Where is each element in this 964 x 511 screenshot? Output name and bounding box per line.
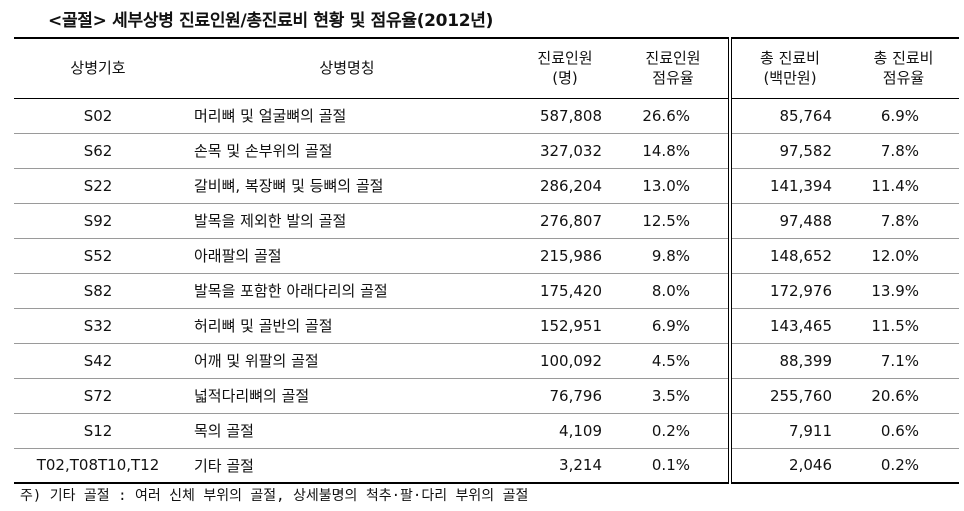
footnote: 주) 기타 골절 : 여러 신체 부위의 골절, 상세불명의 척추·팔·다리 부… xyxy=(20,488,529,504)
patients-share-cell: 14.8% xyxy=(642,141,690,160)
patients-share-cell: 0.1% xyxy=(651,456,690,475)
cost-share-cell: 0.6% xyxy=(880,421,919,440)
cost-cell: 148,652 xyxy=(728,238,848,273)
cost-share-cell: 11.4% xyxy=(871,176,919,195)
disease-name-cell: 목의 골절 xyxy=(194,422,254,440)
disease-name-cell: 허리뼈 및 골반의 골절 xyxy=(194,317,333,335)
patients-share-cell: 0.2% xyxy=(651,421,690,440)
table-row: S32 허리뼈 및 골반의 골절 152,951 6.9% 143,465 11… xyxy=(14,308,959,343)
header-code: 상병기호 xyxy=(14,37,182,99)
patients-share-cell: 4.5% xyxy=(651,351,690,370)
cost-share-cell: 6.9% xyxy=(880,106,919,125)
disease-code-cell: T02,T08T10,T12 xyxy=(36,456,160,475)
disease-code-cell: S42 xyxy=(83,351,113,370)
patients-cell: 3,214 xyxy=(559,456,602,475)
cost-share-cell: 0.2% xyxy=(880,456,919,475)
cost-share-cell: 7.8% xyxy=(880,141,919,160)
cost-cell: 85,764 xyxy=(728,98,848,133)
header-row: 상병기호 상병명칭 진료인원 (명) 진료인원 점유율 총 진료비 (백만원) 총 진… xyxy=(14,37,959,99)
cost-share-cell: 7.8% xyxy=(880,211,919,230)
disease-code-cell: S12 xyxy=(83,421,113,440)
header-cost-share: 총 진료비 점유율 xyxy=(848,37,959,99)
cost-cell: 97,488 xyxy=(728,203,848,238)
patients-cell: 215,986 xyxy=(539,246,602,265)
header-cost: 총 진료비 (백만원) xyxy=(728,37,848,99)
patients-share-cell: 8.0% xyxy=(651,281,690,300)
patients-cell: 100,092 xyxy=(539,351,602,370)
patients-cell: 175,420 xyxy=(539,281,602,300)
disease-name-cell: 머리뼈 및 얼굴뼈의 골절 xyxy=(194,107,347,125)
cost-share-cell: 7.1% xyxy=(880,351,919,370)
table-row: S42 어깨 및 위팔의 골절 100,092 4.5% 88,399 7.1% xyxy=(14,343,959,378)
header-name: 상병명칭 xyxy=(182,37,512,99)
disease-code-cell: S02 xyxy=(83,106,113,125)
patients-cell: 152,951 xyxy=(539,316,602,335)
patients-cell: 4,109 xyxy=(559,421,602,440)
table-row: S62 손목 및 손부위의 골절 327,032 14.8% 97,582 7.… xyxy=(14,133,959,168)
disease-name-cell: 아래팔의 골절 xyxy=(194,247,282,265)
disease-code-cell: S62 xyxy=(83,141,113,160)
table-title: <골절> 세부상병 진료인원/총진료비 현황 및 점유율(2012년) xyxy=(48,11,494,31)
disease-name-cell: 발목을 포함한 아래다리의 골절 xyxy=(194,282,388,300)
table-row: T02,T08T10,T12 기타 골절 3,214 0.1% 2,046 0.… xyxy=(14,448,959,483)
cost-cell: 7,911 xyxy=(728,413,848,448)
table-row: S22 갈비뼈, 복장뼈 및 등뼈의 골절 286,204 13.0% 141,… xyxy=(14,168,959,203)
patients-cell: 286,204 xyxy=(539,176,602,195)
cost-share-cell: 20.6% xyxy=(871,386,919,405)
disease-code-cell: S32 xyxy=(83,316,113,335)
patients-share-cell: 13.0% xyxy=(642,176,690,195)
disease-name-cell: 손목 및 손부위의 골절 xyxy=(194,142,333,160)
patients-share-cell: 9.8% xyxy=(651,246,690,265)
cost-cell: 2,046 xyxy=(728,448,848,483)
disease-name-cell: 기타 골절 xyxy=(194,456,254,475)
patients-cell: 327,032 xyxy=(539,141,602,160)
cost-cell: 143,465 xyxy=(728,308,848,343)
patients-share-cell: 12.5% xyxy=(642,211,690,230)
disease-code-cell: S52 xyxy=(83,246,113,265)
disease-code-cell: S22 xyxy=(83,176,113,195)
header-patients: 진료인원 (명) xyxy=(512,37,618,99)
disease-code-cell: S72 xyxy=(83,386,113,405)
cost-cell: 255,760 xyxy=(728,378,848,413)
patients-cell: 76,796 xyxy=(549,386,603,405)
cost-cell: 141,394 xyxy=(728,168,848,203)
fracture-statistics-table: 상병기호 상병명칭 진료인원 (명) 진료인원 점유율 총 진료비 (백만원) 총 진… xyxy=(14,37,959,484)
patients-cell: 587,808 xyxy=(539,106,602,125)
disease-code-cell: S92 xyxy=(83,211,113,230)
cost-cell: 172,976 xyxy=(728,273,848,308)
patients-cell: 276,807 xyxy=(539,211,602,230)
disease-name-cell: 넓적다리뼈의 골절 xyxy=(194,387,310,405)
cost-share-cell: 12.0% xyxy=(871,246,919,265)
header-patients-share: 진료인원 점유율 xyxy=(618,37,730,99)
cost-cell: 88,399 xyxy=(728,343,848,378)
table-row: S82 발목을 포함한 아래다리의 골절 175,420 8.0% 172,97… xyxy=(14,273,959,308)
patients-share-cell: 3.5% xyxy=(651,386,690,405)
disease-name-cell: 갈비뼈, 복장뼈 및 등뼈의 골절 xyxy=(194,177,384,195)
table-row: S12 목의 골절 4,109 0.2% 7,911 0.6% xyxy=(14,413,959,448)
disease-name-cell: 발목을 제외한 발의 골절 xyxy=(194,212,347,230)
table-row: S92 발목을 제외한 발의 골절 276,807 12.5% 97,488 7… xyxy=(14,203,959,238)
table-row: S72 넓적다리뼈의 골절 76,796 3.5% 255,760 20.6% xyxy=(14,378,959,413)
patients-share-cell: 26.6% xyxy=(642,106,690,125)
table-row: S52 아래팔의 골절 215,986 9.8% 148,652 12.0% xyxy=(14,238,959,273)
cost-share-cell: 11.5% xyxy=(871,316,919,335)
disease-name-cell: 어깨 및 위팔의 골절 xyxy=(194,352,319,370)
cost-cell: 97,582 xyxy=(728,133,848,168)
patients-share-cell: 6.9% xyxy=(651,316,690,335)
table-row: S02 머리뼈 및 얼굴뼈의 골절 587,808 26.6% 85,764 6… xyxy=(14,98,959,133)
cost-share-cell: 13.9% xyxy=(871,281,919,300)
disease-code-cell: S82 xyxy=(83,281,113,300)
